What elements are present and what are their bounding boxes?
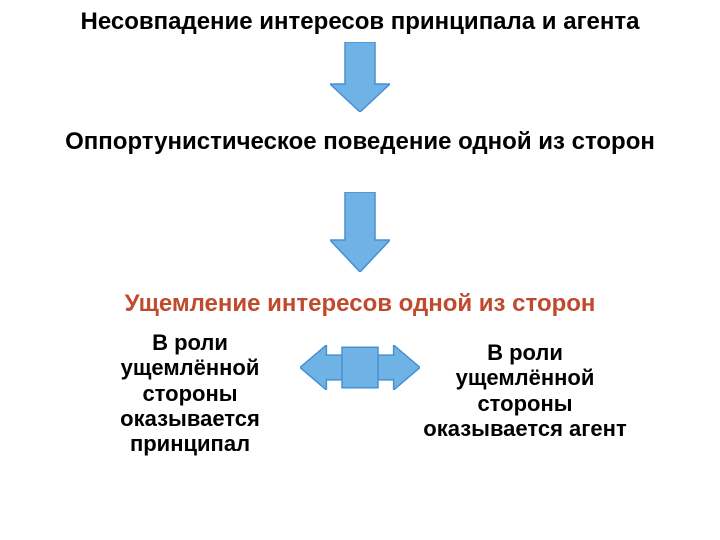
title-text: Несовпадение интересов принципала и аген… [10,8,710,36]
down-arrow-icon [330,42,390,112]
infringement-text: Ущемление интересов одной из сторон [80,290,640,318]
diagram-stage: Несовпадение интересов принципала и аген… [0,0,720,540]
principal-role-text: В роли ущемлённой стороны оказывается пр… [80,330,300,456]
agent-role-text: В роли ущемлённой стороны оказывается аг… [415,340,635,441]
down-arrow-icon [330,192,390,272]
opportunistic-behavior-text: Оппортунистическое поведение одной из ст… [60,128,660,156]
split-arrow-icon [300,345,420,390]
